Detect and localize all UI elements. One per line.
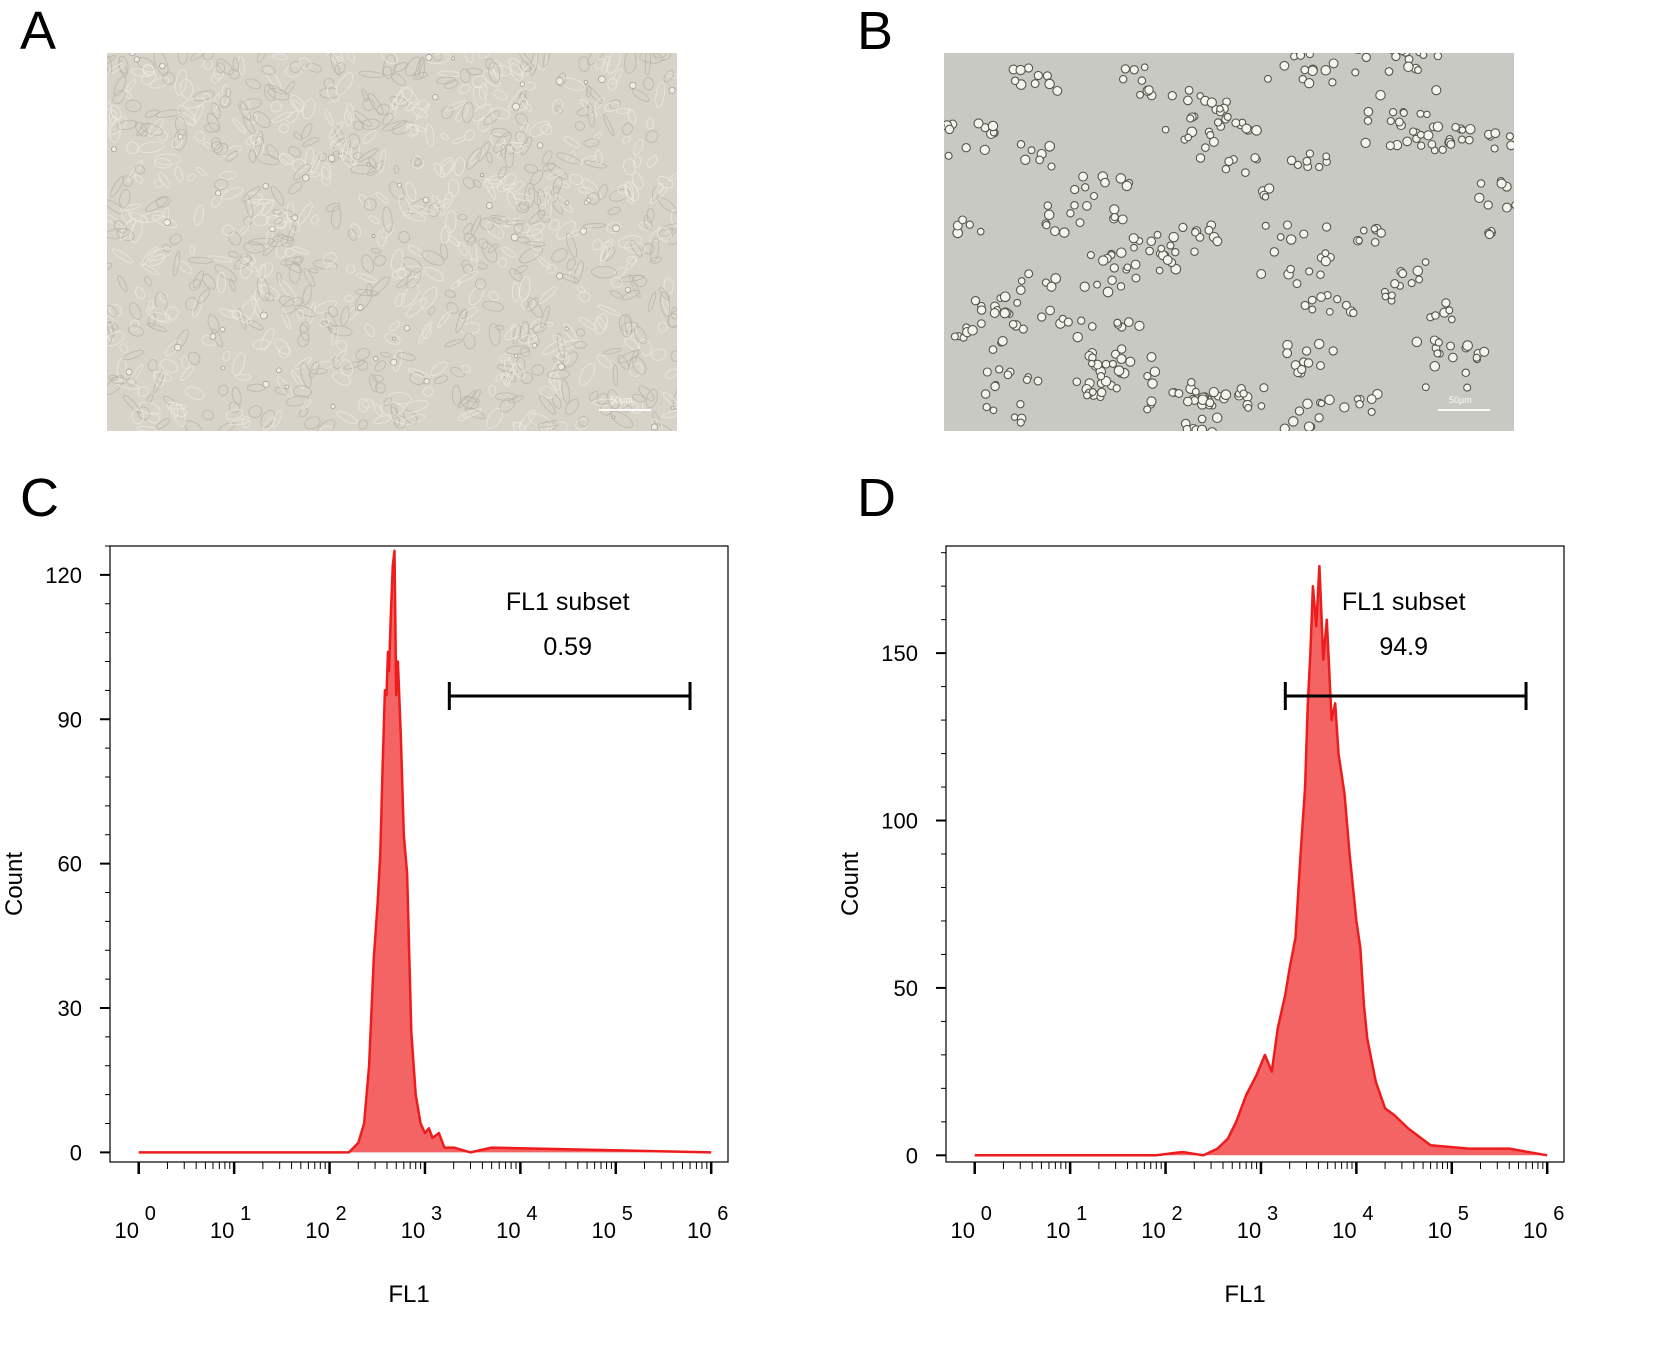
x-tick-exponent: 0 [981,1203,992,1225]
micrograph-a-cells [107,53,677,431]
panel-letter-b: B [857,1,894,61]
micrograph-a-image [107,53,677,431]
x-tick-label: 10 [1332,1218,1356,1243]
histogram-c: 0 30 60 90 120 10 0 10 1 10 2 10 3 10 4 10 5 10 6 FL1 Count F… [1,545,729,1308]
x-tick-exponent: 1 [1076,1203,1087,1225]
x-axis-label: FL1 [1224,1281,1265,1308]
y-tick-label: 0 [906,1143,918,1168]
histogram-line [138,549,712,1154]
micrograph-b-cells [944,53,1514,431]
gate-name-label: FL1 subset [1342,588,1466,616]
gate-name-label: FL1 subset [506,588,630,616]
y-axis-label: Count [837,852,864,916]
x-tick-exponent: 2 [1172,1203,1183,1225]
x-tick-label: 10 [1237,1218,1261,1243]
scale-bar-b [1438,409,1490,411]
gate-value-label: 0.59 [543,633,592,661]
x-tick-exponent: 3 [1267,1203,1278,1225]
micrograph-a: 50µm [107,53,677,431]
scale-bar-label-b: 50µm [1449,395,1472,405]
x-tick-exponent: 5 [1458,1203,1469,1225]
micrograph-b: 50µm [944,53,1514,431]
x-tick-exponent: 2 [336,1203,347,1225]
scale-bar-label-a: 50µm [610,395,633,405]
x-tick-label: 10 [592,1218,616,1243]
panel-letter-c: C [20,468,59,528]
scale-bar-a [599,409,651,411]
histogram-d: 050100150100101102103104105106FL1CountFL… [837,545,1565,1308]
y-axis-label: Count [1,852,28,916]
gate-value-label: 94.9 [1379,633,1428,661]
x-tick-label: 10 [1141,1218,1165,1243]
x-tick-exponent: 5 [622,1203,633,1225]
x-tick-label: 10 [950,1218,974,1243]
x-tick-label: 10 [1428,1218,1452,1243]
y-tick-label: 60 [58,852,82,877]
x-tick-exponent: 4 [1362,1203,1373,1225]
x-tick-exponent: 4 [526,1203,537,1225]
x-tick-label: 10 [1046,1218,1070,1243]
y-tick-label: 90 [58,707,82,732]
x-tick-exponent: 1 [240,1203,251,1225]
y-tick-label: 150 [881,641,918,666]
x-tick-label: 10 [496,1218,520,1243]
histogram-area [138,550,712,1153]
micrograph-a-background [107,53,677,431]
y-tick-label: 120 [45,563,82,588]
y-tick-label: 30 [58,996,82,1021]
x-tick-exponent: 6 [717,1203,728,1225]
x-tick-label: 10 [687,1218,711,1243]
x-tick-exponent: 0 [145,1203,156,1225]
plot-frame [945,545,1565,1163]
panel-letter-d: D [857,468,896,528]
micrograph-b-image [944,53,1514,431]
x-tick-label: 10 [210,1218,234,1243]
x-tick-label: 10 [1523,1218,1547,1243]
panel-letter-a: A [20,1,57,61]
x-axis-label: FL1 [388,1281,429,1308]
x-tick-label: 10 [114,1218,138,1243]
x-tick-exponent: 3 [431,1203,442,1225]
y-tick-label: 0 [70,1140,82,1165]
histogram-line [974,564,1548,1157]
y-tick-label: 50 [894,976,918,1001]
x-tick-exponent: 6 [1553,1203,1564,1225]
x-tick-label: 10 [401,1218,425,1243]
x-tick-label: 10 [305,1218,329,1243]
y-tick-label: 100 [881,809,918,834]
plot-frame [109,545,729,1163]
